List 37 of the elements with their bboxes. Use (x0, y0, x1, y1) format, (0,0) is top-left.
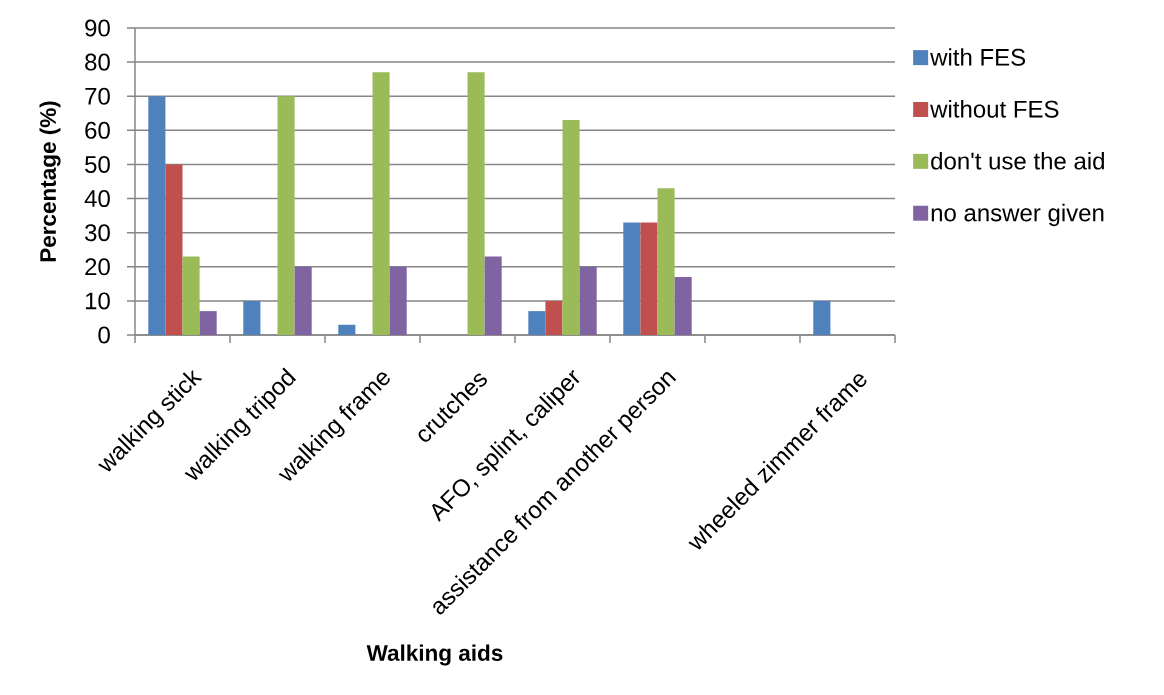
legend-label: without FES (930, 100, 1059, 118)
bar (372, 72, 390, 335)
bar (182, 256, 200, 335)
y-tick-label: 90 (85, 19, 110, 37)
bar (545, 300, 563, 335)
y-tick-label: 20 (85, 258, 110, 276)
bar (389, 266, 407, 335)
bar (623, 222, 641, 335)
bar (294, 266, 312, 335)
legend-label: with FES (930, 48, 1026, 66)
bar (148, 96, 166, 335)
bar (674, 277, 692, 335)
bar (657, 188, 675, 335)
bar (199, 311, 217, 335)
y-tick-label: 60 (85, 121, 110, 139)
bar (562, 120, 580, 335)
bar (338, 324, 356, 335)
y-axis-title: Percentage (%) (39, 101, 61, 262)
bar (165, 164, 183, 335)
bar (243, 300, 261, 335)
y-tick-label: 50 (85, 155, 110, 173)
y-tick-label: 80 (85, 53, 110, 71)
y-tick-label: 40 (84, 190, 110, 208)
legend-label: no answer given (931, 203, 1104, 227)
legend-label: don't use the aid (931, 151, 1104, 170)
bar (640, 222, 658, 335)
y-tick-label: 70 (85, 87, 110, 105)
bar (579, 266, 597, 335)
bar (484, 256, 502, 335)
bar (813, 300, 831, 335)
x-axis-title: Walking aids (366, 644, 503, 666)
bar (467, 72, 485, 335)
y-tick-label: 10 (85, 292, 110, 310)
y-tick-label: 0 (98, 326, 110, 344)
bar (528, 311, 546, 335)
y-tick-label: 30 (85, 224, 110, 242)
bar (277, 96, 295, 335)
